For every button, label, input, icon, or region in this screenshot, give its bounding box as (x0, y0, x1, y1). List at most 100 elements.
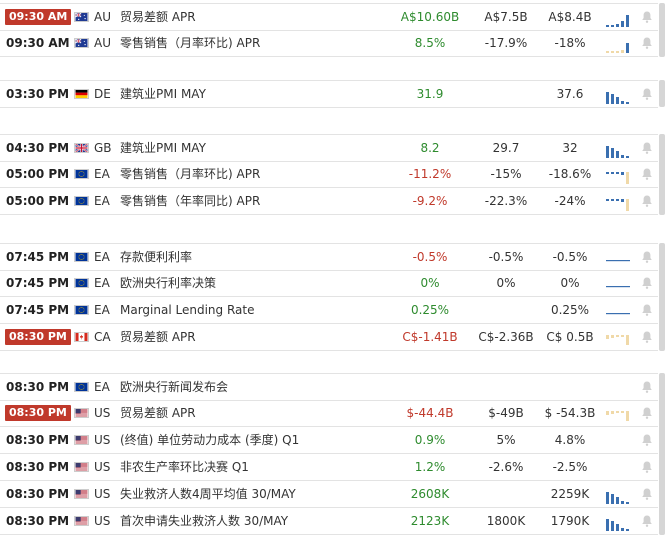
bell-icon[interactable] (640, 330, 654, 344)
event-time: 07:45 PM (6, 250, 70, 264)
history-chart-icon[interactable] (604, 514, 630, 531)
event-row[interactable]: 08:30 PM CA 贸易差额 APR C$-1.41B C$-2.36B C$ 0.5… (0, 324, 658, 351)
event-row[interactable]: 07:45 PM EA 存款便利利率 -0.5% -0.5% -0.5% (0, 243, 658, 271)
bell-icon[interactable] (640, 250, 654, 264)
event-title[interactable]: (终值) 单位劳动力成本 (季度) Q1 (120, 433, 300, 447)
bell-icon[interactable] (640, 487, 654, 501)
actual-value: 8.2 (420, 141, 440, 155)
event-title[interactable]: 欧洲央行利率决策 (120, 276, 217, 290)
forecast-value: 1800K (486, 514, 526, 528)
event-time: 08:30 PM (6, 460, 70, 474)
forecast-value: A$7.5B (484, 10, 528, 24)
history-chart-icon[interactable] (604, 87, 630, 104)
scrollbar[interactable] (659, 80, 665, 107)
history-chart-icon[interactable] (604, 167, 630, 184)
event-title[interactable]: 零售销售（年率同比) APR (120, 194, 261, 208)
event-time: 08:30 PM (6, 433, 70, 447)
bell-icon[interactable] (640, 36, 654, 50)
event-time: 04:30 PM (6, 141, 70, 155)
bell-icon[interactable] (640, 276, 654, 290)
event-title[interactable]: 贸易差额 APR (120, 10, 196, 24)
event-time: 08:30 PM (6, 487, 70, 501)
event-title[interactable]: 贸易差额 APR (120, 330, 196, 344)
previous-value: -24% (554, 194, 586, 208)
history-chart-icon[interactable] (604, 194, 630, 211)
forecast-value: -2.6% (488, 460, 524, 474)
forecast-value: C$-2.36B (478, 330, 534, 344)
event-time: 07:45 PM (6, 276, 70, 290)
event-time: 08:30 PM (6, 514, 70, 528)
event-row[interactable]: 09:30 AM AU 零售销售（月率环比) APR 8.5% -17.9% -18% (0, 30, 658, 57)
bell-icon[interactable] (640, 460, 654, 474)
country-code: US (94, 460, 111, 474)
bell-icon[interactable] (640, 87, 654, 101)
event-title[interactable]: 存款便利利率 (120, 250, 193, 264)
scrollbar[interactable] (659, 3, 665, 57)
event-title[interactable]: 建筑业PMI MAY (120, 141, 206, 155)
actual-value: 2608K (410, 487, 450, 501)
event-row[interactable]: 08:30 PM US (终值) 单位劳动力成本 (季度) Q1 0.9% 5% 4.8% (0, 427, 658, 454)
forecast-value: $-49B (488, 406, 524, 420)
actual-value: 1.2% (414, 460, 446, 474)
previous-value: -0.5% (552, 250, 588, 264)
event-row[interactable]: 04:30 PM GB 建筑业PMI MAY 8.2 29.7 32 (0, 134, 658, 162)
bell-icon[interactable] (640, 194, 654, 208)
bell-icon[interactable] (640, 380, 654, 394)
history-chart-icon[interactable] (604, 303, 630, 317)
actual-value: 31.9 (416, 87, 444, 101)
bell-icon[interactable] (640, 141, 654, 155)
actual-value: 0.25% (410, 303, 450, 317)
country-code: EA (94, 276, 110, 290)
event-title[interactable]: 非农生产率环比决赛 Q1 (120, 460, 249, 474)
actual-value: $-44.4B (406, 406, 454, 420)
event-row[interactable]: 07:45 PM EA Marginal Lending Rate 0.25% 0.25… (0, 297, 658, 324)
bell-icon[interactable] (640, 433, 654, 447)
history-chart-icon[interactable] (604, 487, 630, 504)
bell-icon[interactable] (640, 514, 654, 528)
event-title[interactable]: 建筑业PMI MAY (120, 87, 206, 101)
event-row[interactable]: 03:30 PM DE 建筑业PMI MAY 31.9 37.6 (0, 80, 658, 108)
eu-flag-icon (74, 252, 89, 262)
history-chart-icon[interactable] (604, 406, 630, 421)
history-chart-icon[interactable] (604, 36, 630, 53)
event-title[interactable]: 零售销售（月率环比) APR (120, 36, 261, 50)
bell-icon[interactable] (640, 10, 654, 24)
actual-value: -0.5% (412, 250, 448, 264)
history-chart-icon[interactable] (604, 276, 630, 290)
ca-flag-icon (74, 332, 89, 342)
event-title[interactable]: 欧洲央行新闻发布会 (120, 380, 229, 394)
history-chart-icon[interactable] (604, 10, 630, 27)
bell-icon[interactable] (640, 406, 654, 420)
history-chart-icon[interactable] (604, 141, 630, 158)
scrollbar[interactable] (659, 373, 665, 535)
scrollbar[interactable] (659, 134, 665, 215)
event-row[interactable]: 08:30 PM EA 欧洲央行新闻发布会 (0, 373, 658, 401)
event-title[interactable]: 首次申请失业救济人数 30/MAY (120, 514, 289, 528)
bell-icon[interactable] (640, 303, 654, 317)
event-row[interactable]: 08:30 PM US 贸易差额 APR $-44.4B $-49B $ -54.3B (0, 400, 658, 427)
previous-value: 1790K (550, 514, 590, 528)
event-row[interactable]: 05:00 PM EA 零售销售（月率环比) APR -11.2% -15% -18.6% (0, 161, 658, 188)
country-code: EA (94, 194, 110, 208)
history-chart-icon[interactable] (604, 250, 630, 264)
event-row[interactable]: 08:30 PM US 首次申请失业救济人数 30/MAY 2123K 1800K 179… (0, 508, 658, 535)
au-flag-icon (74, 12, 89, 22)
eu-flag-icon (74, 305, 89, 315)
country-code: EA (94, 303, 110, 317)
event-time: 08:30 PM (5, 329, 71, 345)
scrollbar[interactable] (659, 243, 665, 351)
eu-flag-icon (74, 278, 89, 288)
event-title[interactable]: 失业救济人数4周平均值 30/MAY (120, 487, 296, 501)
event-title[interactable]: 贸易差额 APR (120, 406, 196, 420)
event-row[interactable]: 08:30 PM US 失业救济人数4周平均值 30/MAY 2608K 2259K (0, 481, 658, 508)
history-chart-icon[interactable] (604, 330, 630, 345)
bell-icon[interactable] (640, 167, 654, 181)
event-title[interactable]: Marginal Lending Rate (120, 303, 255, 317)
event-title[interactable]: 零售销售（月率环比) APR (120, 167, 261, 181)
country-code: AU (94, 36, 111, 50)
actual-value: 0.9% (414, 433, 446, 447)
event-row[interactable]: 05:00 PM EA 零售销售（年率同比) APR -9.2% -22.3% -24% (0, 188, 658, 215)
event-row[interactable]: 07:45 PM EA 欧洲央行利率决策 0% 0% 0% (0, 270, 658, 297)
event-row[interactable]: 09:30 AM AU 贸易差额 APR A$10.60B A$7.5B A$8.4B (0, 3, 658, 31)
event-row[interactable]: 08:30 PM US 非农生产率环比决赛 Q1 1.2% -2.6% -2.5% (0, 454, 658, 481)
